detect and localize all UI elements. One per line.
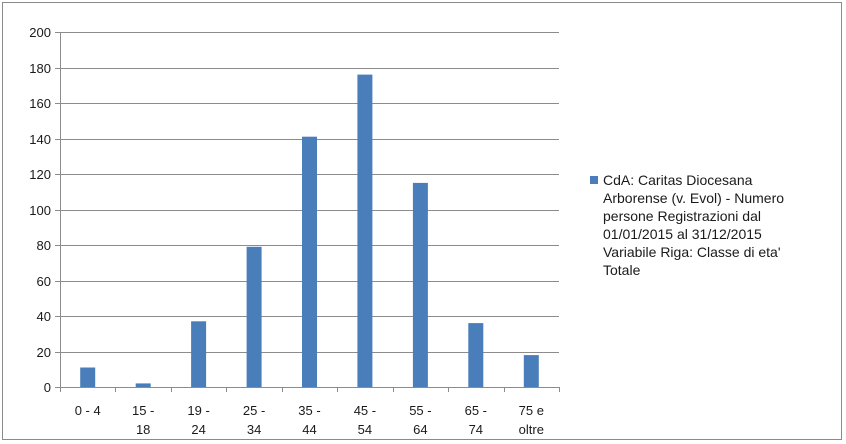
y-tick-label: 40 xyxy=(37,309,51,324)
y-tick-label: 140 xyxy=(29,132,51,147)
bar xyxy=(135,383,151,387)
y-tick-label: 60 xyxy=(37,274,51,289)
y-tick-label: 160 xyxy=(29,96,51,111)
y-tick-label: 0 xyxy=(44,380,51,395)
x-tick-label: 45 -54 xyxy=(354,403,376,437)
bar xyxy=(246,246,262,387)
bar xyxy=(302,136,317,387)
legend: CdA: Caritas Diocesana Arborense (v. Evo… xyxy=(590,171,830,279)
x-tick-label: 15 -18 xyxy=(132,403,154,437)
x-tick-label: 0 - 4 xyxy=(75,403,101,418)
bar xyxy=(468,323,484,387)
y-tick-labels: 0 20 40 60 80 100 120 140 160 180 200 xyxy=(29,25,51,395)
y-tick-label: 80 xyxy=(37,238,51,253)
axes xyxy=(55,32,560,392)
bars xyxy=(80,74,539,387)
x-tick-label: 35 -44 xyxy=(298,403,320,437)
x-tick-label: 25 -34 xyxy=(243,403,265,437)
x-tick-label: 75 e oltre xyxy=(519,403,544,437)
legend-label: CdA: Caritas Diocesana Arborense (v. Evo… xyxy=(603,172,785,278)
x-tick-label: 65 -74 xyxy=(465,403,487,437)
bar xyxy=(80,367,96,387)
y-tick-label: 100 xyxy=(29,203,51,218)
bar xyxy=(523,355,539,387)
y-tick-label: 180 xyxy=(29,61,51,76)
x-tick-label: 55 -64 xyxy=(409,403,431,437)
x-tick-label: 19 -24 xyxy=(187,403,209,437)
bar xyxy=(357,74,373,387)
y-tick-label: 20 xyxy=(37,345,51,360)
x-tick-labels: 0 - 4 15 -18 19 -24 25 -34 35 -44 45 -54 55 -6… xyxy=(75,403,544,437)
legend-swatch xyxy=(590,176,598,184)
y-tick-label: 120 xyxy=(29,167,51,182)
y-tick-label: 200 xyxy=(29,25,51,40)
bar xyxy=(412,182,428,387)
bar xyxy=(191,321,207,387)
